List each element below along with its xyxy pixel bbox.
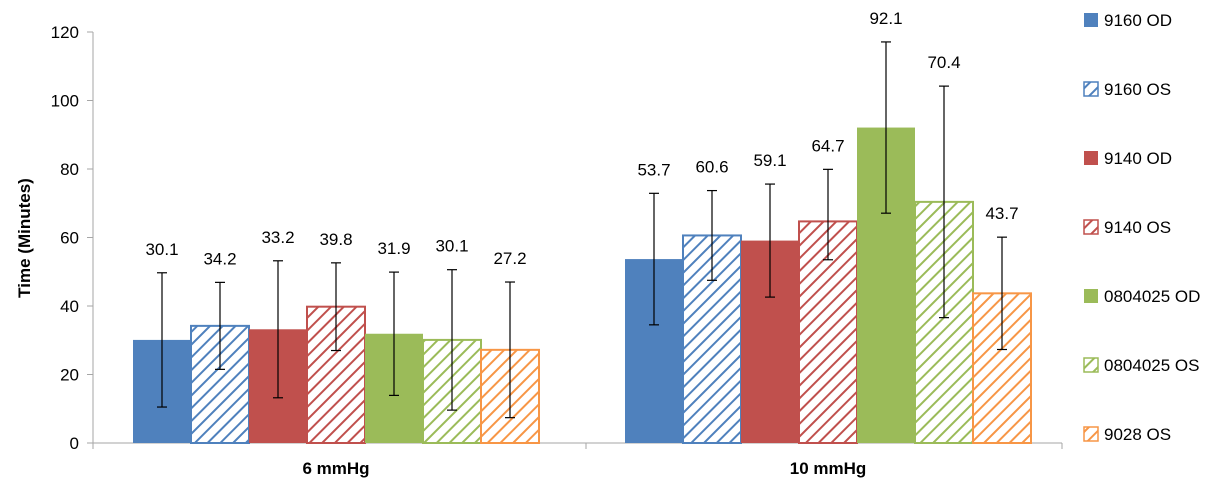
data-label-9160-os-10-mmhg: 60.6	[695, 158, 728, 177]
legend-swatch	[1083, 426, 1099, 442]
y-tick-label: 100	[51, 92, 79, 111]
legend-label: 9140 OS	[1104, 218, 1171, 237]
error-bar-9140-os-10-mmhg	[823, 168, 833, 261]
data-label-9140-os-10-mmhg: 64.7	[811, 136, 844, 155]
y-axis-label: Time (Minutes)	[15, 178, 34, 298]
legend-label: 9160 OD	[1104, 11, 1172, 30]
error-bar-0804025-od-10-mmhg	[881, 41, 891, 214]
legend-swatch	[1084, 13, 1098, 27]
y-tick-label: 60	[60, 229, 79, 248]
legend-label: 0804025 OS	[1104, 356, 1199, 375]
legend-item-9160-od: 9160 OD	[1084, 11, 1172, 30]
legend-item-9028-os: 9028 OS	[1083, 425, 1171, 444]
y-tick-label: 80	[60, 160, 79, 179]
data-label-9140-od-6-mmhg: 33.2	[261, 228, 294, 247]
legend-item-0804025-os: 0804025 OS	[1083, 356, 1199, 375]
legend-item-9140-od: 9140 OD	[1084, 149, 1172, 168]
y-tick-label: 40	[60, 297, 79, 316]
bars	[133, 127, 1032, 445]
y-tick-label: 0	[70, 434, 79, 453]
legend: 9160 OD 9160 OS 9140 OD 9140 OS 0804025 OD 08…	[1083, 11, 1200, 444]
error-bars	[157, 41, 1007, 419]
data-label-0804025-os-6-mmhg: 30.1	[435, 237, 468, 256]
legend-label: 9160 OS	[1104, 80, 1171, 99]
error-bar-9160-os-10-mmhg	[707, 189, 717, 281]
legend-swatch	[1083, 81, 1099, 97]
data-label-9140-od-10-mmhg: 59.1	[753, 151, 786, 170]
data-label-9160-os-6-mmhg: 34.2	[203, 249, 236, 268]
data-label-9160-od-6-mmhg: 30.1	[145, 240, 178, 259]
error-bar-9028-os-10-mmhg	[997, 236, 1007, 351]
error-bar-9028-os-6-mmhg	[505, 281, 515, 419]
legend-label: 9028 OS	[1104, 425, 1171, 444]
category-label-10-mmhg: 10 mmHg	[790, 459, 867, 478]
error-bar-9140-os-6-mmhg	[331, 262, 341, 352]
data-label-9140-os-6-mmhg: 39.8	[319, 230, 352, 249]
legend-label: 9140 OD	[1104, 149, 1172, 168]
legend-swatch	[1084, 151, 1098, 165]
data-label-9028-os-10-mmhg: 43.7	[985, 204, 1018, 223]
data-label-0804025-od-6-mmhg: 31.9	[377, 239, 410, 258]
error-bar-9160-os-6-mmhg	[215, 281, 225, 370]
legend-item-0804025-od: 0804025 OD	[1084, 287, 1200, 306]
legend-item-9140-os: 9140 OS	[1083, 218, 1171, 237]
category-label-6-mmhg: 6 mmHg	[302, 459, 369, 478]
y-tick-label: 120	[51, 23, 79, 42]
data-labels: 30.1 34.2 33.2 39.8 31.9 30.1 27.2 53.7 60.6 59.1…	[145, 9, 1018, 268]
error-bar-9160-od-10-mmhg	[649, 192, 659, 326]
axes: 0 20 40 60 80 100 120 6 mmHg 10 mmHg	[51, 23, 1063, 478]
y-tick-label: 20	[60, 366, 79, 385]
error-bar-9160-od-6-mmhg	[157, 272, 167, 408]
data-label-0804025-od-10-mmhg: 92.1	[869, 9, 902, 28]
data-label-0804025-os-10-mmhg: 70.4	[927, 53, 960, 72]
error-bar-0804025-od-6-mmhg	[389, 271, 399, 396]
legend-swatch	[1083, 219, 1099, 235]
legend-swatch	[1083, 357, 1099, 373]
legend-item-9160-os: 9160 OS	[1083, 80, 1171, 99]
legend-label: 0804025 OD	[1104, 287, 1200, 306]
data-label-9160-od-10-mmhg: 53.7	[637, 160, 670, 179]
legend-swatch	[1084, 289, 1098, 303]
error-bar-0804025-os-10-mmhg	[939, 85, 949, 319]
error-bar-0804025-os-6-mmhg	[447, 269, 457, 411]
error-bar-9140-od-6-mmhg	[273, 260, 283, 399]
data-label-9028-os-6-mmhg: 27.2	[493, 249, 526, 268]
error-bar-9140-od-10-mmhg	[765, 183, 775, 298]
